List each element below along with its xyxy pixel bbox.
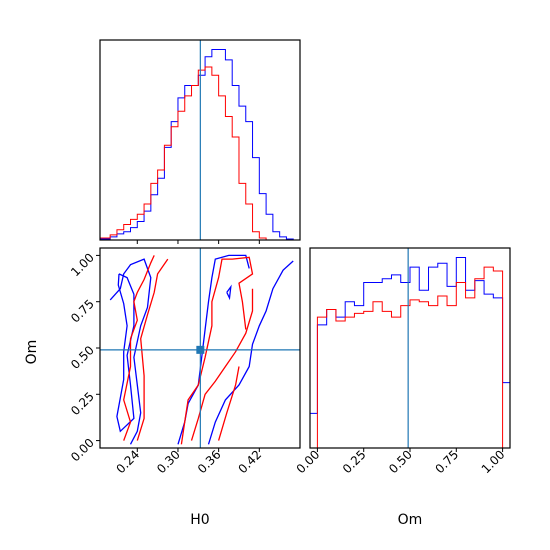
contour-9 [217, 366, 240, 441]
om-histogram-panel: 0.00 0.25 0.50 0.75 1.00 [294, 247, 511, 476]
contour-4 [226, 284, 232, 301]
contour-1 [116, 273, 135, 433]
contour-6 [136, 258, 169, 441]
om-hist-xtick-label-2: 0.50 [386, 447, 415, 476]
h0-histogram-panel [99, 39, 301, 244]
contour-0 [109, 258, 152, 445]
xlabel-om: Om [398, 512, 423, 528]
om-hist-xtick-label-3: 0.75 [432, 447, 461, 476]
h0-hist-series-0-step [99, 49, 294, 240]
joint-xtick-label-0: 0.24 [113, 447, 142, 476]
contour-5 [123, 255, 155, 441]
om-hist-xtick-label-4: 1.00 [479, 447, 508, 476]
joint-truth-marker [196, 345, 205, 354]
joint-ytick-label-0: 0.00 [68, 436, 97, 465]
joint-xtick-label-1: 0.30 [154, 447, 183, 476]
om-hist-series-1-step [316, 266, 504, 448]
joint-ytick-label-2: 0.50 [68, 343, 97, 372]
joint-ytick-label-4: 1.00 [68, 250, 97, 279]
ylabel-om: Om [24, 340, 40, 365]
joint-ytick-label-1: 0.25 [68, 389, 97, 418]
contour-7 [180, 256, 254, 445]
h0-om-contour-panel: 0.00 0.25 0.50 0.75 1.00 0.24 0.30 0.36 0.42 [68, 247, 301, 476]
h0-hist-series-1-step [99, 66, 294, 241]
om-hist-xtick-label-0: 0.00 [294, 447, 323, 476]
contour-3 [207, 260, 294, 445]
om-hist-xtick-label-1: 0.25 [340, 447, 369, 476]
xlabel-h0: H0 [190, 512, 209, 528]
joint-ytick-label-3: 0.75 [68, 297, 97, 326]
om-hist-series-0-step [309, 257, 511, 448]
joint-xtick-label-2: 0.36 [195, 447, 224, 476]
joint-xtick-label-3: 0.42 [235, 447, 264, 476]
h0-hist-frame [99, 39, 301, 241]
joint-frame [99, 247, 301, 449]
joint-contours [109, 254, 294, 445]
om-hist-frame [309, 247, 511, 449]
